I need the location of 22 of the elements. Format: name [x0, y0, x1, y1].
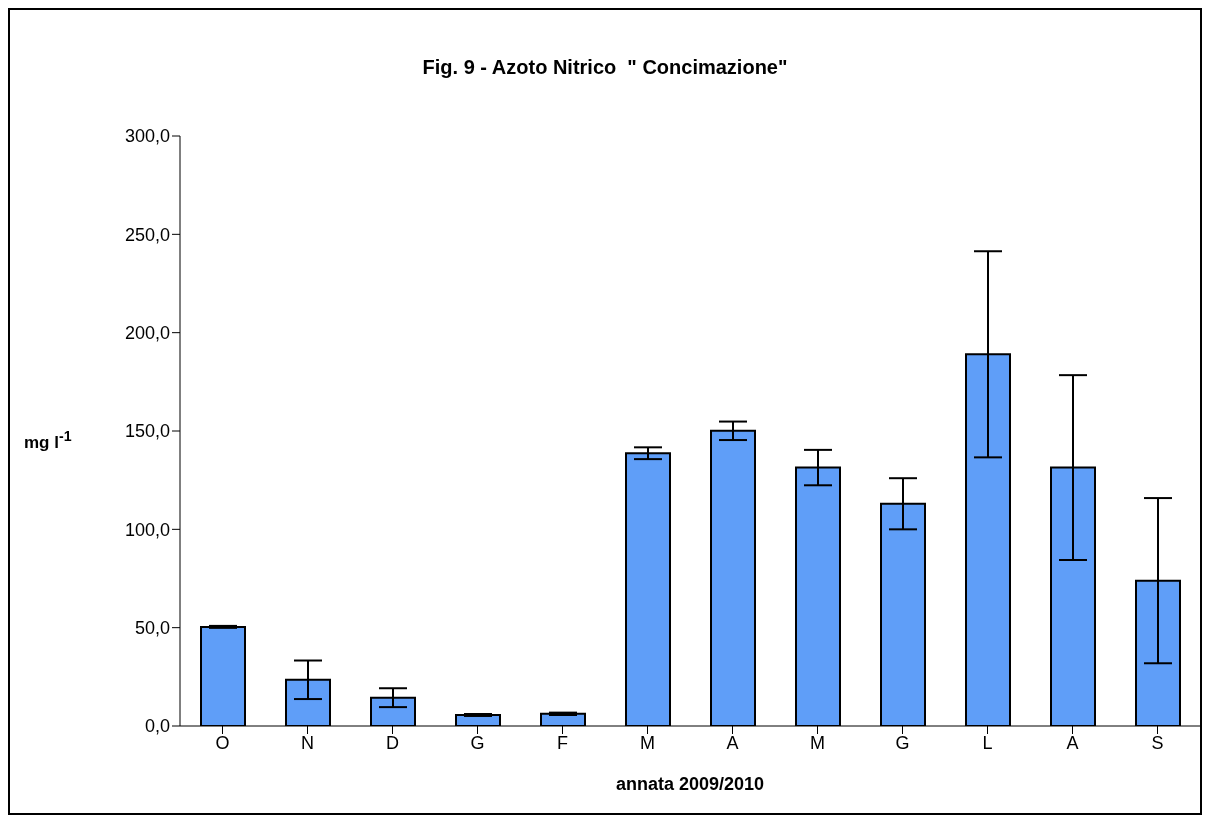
- x-tick-label: M: [810, 732, 825, 753]
- x-tick-label: S: [1151, 732, 1164, 753]
- y-tick-label: 250,0: [124, 224, 170, 245]
- x-tick-label: L: [982, 732, 993, 753]
- x-tick-label: D: [386, 732, 399, 753]
- x-tick-label: A: [1066, 732, 1079, 753]
- x-tick-label: G: [470, 732, 485, 753]
- x-tick-label: G: [895, 732, 910, 753]
- y-tick-label: 50,0: [134, 618, 170, 639]
- y-axis-title: mg l$^{-1}$: [24, 428, 72, 453]
- y-tick-label: 300,0: [124, 126, 170, 147]
- y-tick-label: 150,0: [124, 421, 170, 442]
- x-tick-label: A: [726, 732, 739, 753]
- chart-title: Fig. 9 - Azoto Nitrico " Concimazione": [421, 56, 789, 79]
- x-axis-title: annata 2009/2010: [614, 774, 766, 795]
- x-tick-label: O: [215, 732, 230, 753]
- x-tick-label: M: [640, 732, 655, 753]
- x-tick-label: N: [301, 732, 314, 753]
- y-tick-label: 0,0: [144, 716, 170, 737]
- y-tick-label: 100,0: [124, 519, 170, 540]
- y-tick-label: 200,0: [124, 323, 170, 344]
- x-tick-label: F: [557, 732, 568, 753]
